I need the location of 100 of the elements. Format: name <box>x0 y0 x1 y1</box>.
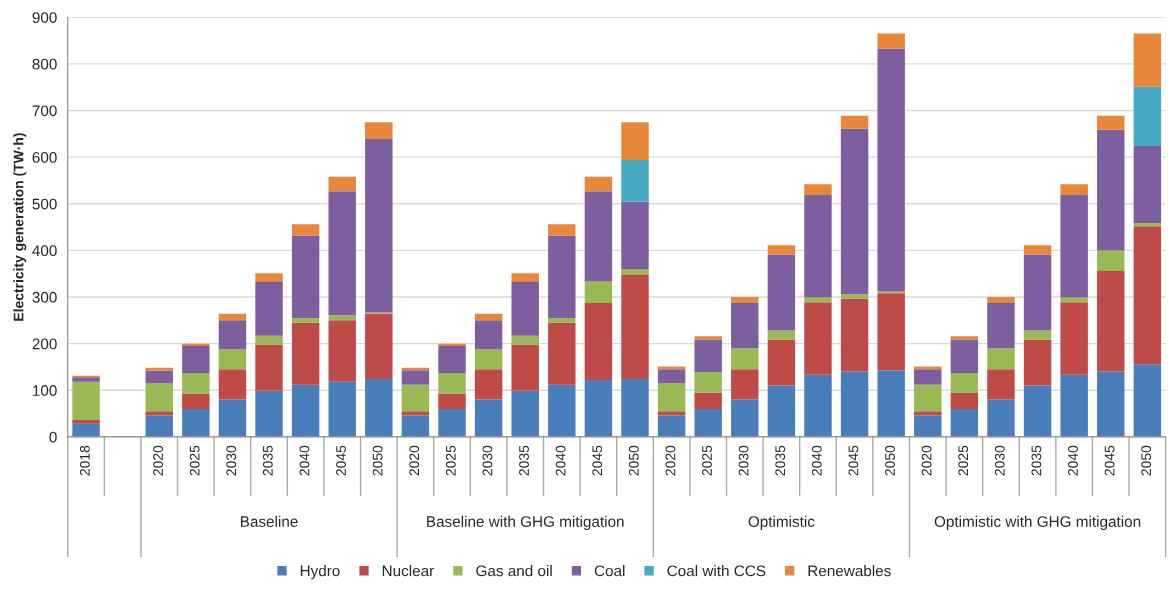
bar <box>840 294 869 299</box>
bar <box>145 415 173 437</box>
bar <box>1133 364 1162 437</box>
bar <box>255 273 283 283</box>
legend-label: Nuclear <box>382 565 434 577</box>
bar <box>1133 86 1162 146</box>
bar <box>657 369 686 384</box>
bar <box>731 348 759 370</box>
text: Optimistic with GHG mitigation <box>934 515 1141 530</box>
bar <box>328 315 356 321</box>
bar <box>1023 245 1052 255</box>
bar <box>694 392 722 409</box>
bar <box>621 275 649 380</box>
bar <box>1097 371 1125 437</box>
bar <box>914 415 942 437</box>
bar <box>804 374 832 437</box>
bar <box>511 335 539 345</box>
bar <box>621 159 649 202</box>
bar <box>731 297 759 304</box>
y-tick-label: 200 <box>32 338 57 350</box>
y-tick-label: 500 <box>32 198 57 210</box>
text: Baseline with GHG mitigation <box>427 515 624 530</box>
bar <box>1023 254 1052 331</box>
bar <box>584 176 613 192</box>
bar <box>145 370 173 384</box>
bar <box>401 411 430 416</box>
bar <box>1023 339 1052 386</box>
bar <box>657 383 686 412</box>
bar <box>621 379 649 437</box>
x-tick-label: 2050 <box>885 445 895 476</box>
bar <box>438 373 466 394</box>
bar <box>438 408 466 437</box>
bar <box>657 366 686 370</box>
bar <box>218 313 247 321</box>
x-tick-label: 2020 <box>665 445 676 476</box>
y-tick-label: 800 <box>32 58 57 70</box>
legend-label: Coal with CCS <box>667 565 766 577</box>
bar <box>1133 222 1162 227</box>
bar <box>72 420 100 424</box>
x-tick-label: 2050 <box>628 445 639 476</box>
legend-label: Renewables <box>808 565 891 577</box>
x-tick-label: 2025 <box>189 445 200 476</box>
bar <box>401 384 430 412</box>
bar <box>621 269 649 276</box>
bar <box>584 303 613 380</box>
x-tick-label: 2045 <box>592 445 603 476</box>
bar <box>365 379 393 437</box>
bar <box>218 399 247 437</box>
bar <box>804 194 832 298</box>
bar <box>1133 145 1162 223</box>
legend-label: Gas and oil <box>476 565 552 577</box>
bar <box>694 339 722 373</box>
x-tick-label: 2018 <box>79 445 90 476</box>
text: Optimistic <box>748 515 815 530</box>
x-tick-label: 2030 <box>482 445 493 476</box>
y-tick-label: 600 <box>32 152 57 163</box>
bar <box>950 393 979 409</box>
bar <box>548 384 576 437</box>
bar <box>914 411 942 416</box>
bar <box>840 298 869 372</box>
y-tick-label: 400 <box>32 245 57 257</box>
bar <box>584 281 613 304</box>
bar <box>145 367 173 371</box>
bar <box>182 345 210 373</box>
bar <box>987 399 1015 437</box>
bar <box>255 344 283 391</box>
bar <box>1023 385 1052 437</box>
bar <box>731 399 759 437</box>
x-tick-label: 2035 <box>519 445 529 476</box>
bar <box>365 122 393 139</box>
bar <box>1060 302 1088 375</box>
bar <box>474 313 503 321</box>
bar <box>657 411 686 416</box>
bar <box>548 235 576 318</box>
bar <box>767 339 796 386</box>
bar <box>291 317 320 323</box>
y-axis-title: Electricity generation (TW·h) <box>13 133 27 321</box>
bar <box>877 370 905 437</box>
bar <box>840 371 869 437</box>
x-tick-label: 2030 <box>738 445 749 476</box>
bar <box>365 313 393 380</box>
x-tick-label: 2045 <box>1104 445 1115 476</box>
bar <box>182 393 210 409</box>
bar <box>950 339 979 373</box>
bar <box>1133 226 1162 365</box>
bar <box>877 293 905 371</box>
bar <box>328 320 356 382</box>
bar <box>694 372 722 393</box>
bar <box>840 115 869 129</box>
legend-label: Hydro <box>300 565 340 580</box>
bar <box>1133 33 1162 87</box>
bar <box>987 348 1015 370</box>
bar <box>804 297 832 303</box>
x-tick-label: 2030 <box>994 445 1005 476</box>
bar <box>1060 374 1088 437</box>
bar <box>877 48 905 292</box>
bar <box>72 381 100 421</box>
bar <box>401 370 430 385</box>
x-tick-label: 2045 <box>848 445 859 476</box>
bar <box>950 408 979 437</box>
